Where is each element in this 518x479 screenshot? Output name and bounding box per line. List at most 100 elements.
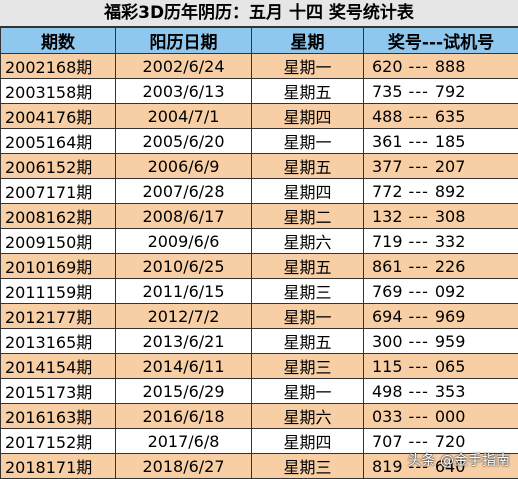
weekday-cell: 星期一 [252,379,364,404]
table-title: 福彩3D历年阴历：五月 十四 奖号统计表 [0,0,518,27]
test-number: 792 [435,82,466,101]
header-weekday: 星期 [252,28,364,54]
issue-cell: 2007171期 [1,179,116,204]
separator: --- [403,207,435,226]
date-cell: 2009/6/6 [116,229,252,254]
test-number: 065 [435,357,466,376]
issue-cell: 2016163期 [1,404,116,429]
issue-cell: 2014154期 [1,354,116,379]
numbers-cell: 377---207 [364,154,518,179]
issue-cell: 2008162期 [1,204,116,229]
separator: --- [403,232,435,251]
test-number: 959 [435,332,466,351]
separator: --- [403,257,435,276]
prize-number: 819 [372,457,403,476]
numbers-cell: 033---000 [364,404,518,429]
issue-cell: 2005164期 [1,129,116,154]
weekday-cell: 星期五 [252,154,364,179]
weekday-cell: 星期一 [252,129,364,154]
issue-cell: 2011159期 [1,279,116,304]
issue-cell: 2009150期 [1,229,116,254]
watermark: 头条 @金手指南 [408,450,510,470]
numbers-cell: 719---332 [364,229,518,254]
test-number: 892 [435,182,466,201]
date-cell: 2002/6/24 [116,54,252,79]
test-number: 000 [435,407,466,426]
prize-number: 115 [372,357,403,376]
numbers-cell: 735---792 [364,79,518,104]
issue-cell: 2010169期 [1,254,116,279]
header-row: 期数 阳历日期 星期 奖号---试机号 [1,28,518,54]
weekday-cell: 星期四 [252,104,364,129]
weekday-cell: 星期三 [252,454,364,479]
issue-cell: 2002168期 [1,54,116,79]
date-cell: 2005/6/20 [116,129,252,154]
date-cell: 2013/6/21 [116,329,252,354]
issue-cell: 2006152期 [1,154,116,179]
date-cell: 2014/6/11 [116,354,252,379]
test-number: 308 [435,207,466,226]
test-number: 720 [435,432,466,451]
date-cell: 2007/6/28 [116,179,252,204]
test-number: 332 [435,232,466,251]
prize-number: 719 [372,232,403,251]
date-cell: 2018/6/27 [116,454,252,479]
weekday-cell: 星期一 [252,304,364,329]
header-issue: 期数 [1,28,116,54]
weekday-cell: 星期五 [252,254,364,279]
test-number: 226 [435,257,466,276]
date-cell: 2016/6/18 [116,404,252,429]
test-number: 185 [435,132,466,151]
prize-number: 694 [372,307,403,326]
numbers-cell: 132---308 [364,204,518,229]
numbers-cell: 620---888 [364,54,518,79]
separator: --- [403,407,435,426]
date-cell: 2012/7/2 [116,304,252,329]
prize-number: 735 [372,82,403,101]
prize-number: 033 [372,407,403,426]
separator: --- [403,182,435,201]
separator: --- [403,157,435,176]
numbers-cell: 488---635 [364,104,518,129]
issue-cell: 2004176期 [1,104,116,129]
date-cell: 2004/7/1 [116,104,252,129]
numbers-cell: 772---892 [364,179,518,204]
numbers-cell: 115---065 [364,354,518,379]
separator: --- [403,357,435,376]
test-number: 969 [435,307,466,326]
prize-number: 132 [372,207,403,226]
prize-number: 772 [372,182,403,201]
prize-number: 620 [372,57,403,76]
weekday-cell: 星期四 [252,429,364,454]
weekday-cell: 星期四 [252,179,364,204]
weekday-cell: 星期五 [252,329,364,354]
test-number: 635 [435,107,466,126]
test-number: 888 [435,57,466,76]
test-number: 092 [435,282,466,301]
prize-number: 488 [372,107,403,126]
test-number: 353 [435,382,466,401]
issue-cell: 2017152期 [1,429,116,454]
numbers-cell: 861---226 [364,254,518,279]
issue-cell: 2015173期 [1,379,116,404]
date-cell: 2010/6/25 [116,254,252,279]
date-cell: 2015/6/29 [116,379,252,404]
test-number: 207 [435,157,466,176]
weekday-cell: 星期一 [252,54,364,79]
separator: --- [403,332,435,351]
prize-number: 377 [372,157,403,176]
separator: --- [403,307,435,326]
